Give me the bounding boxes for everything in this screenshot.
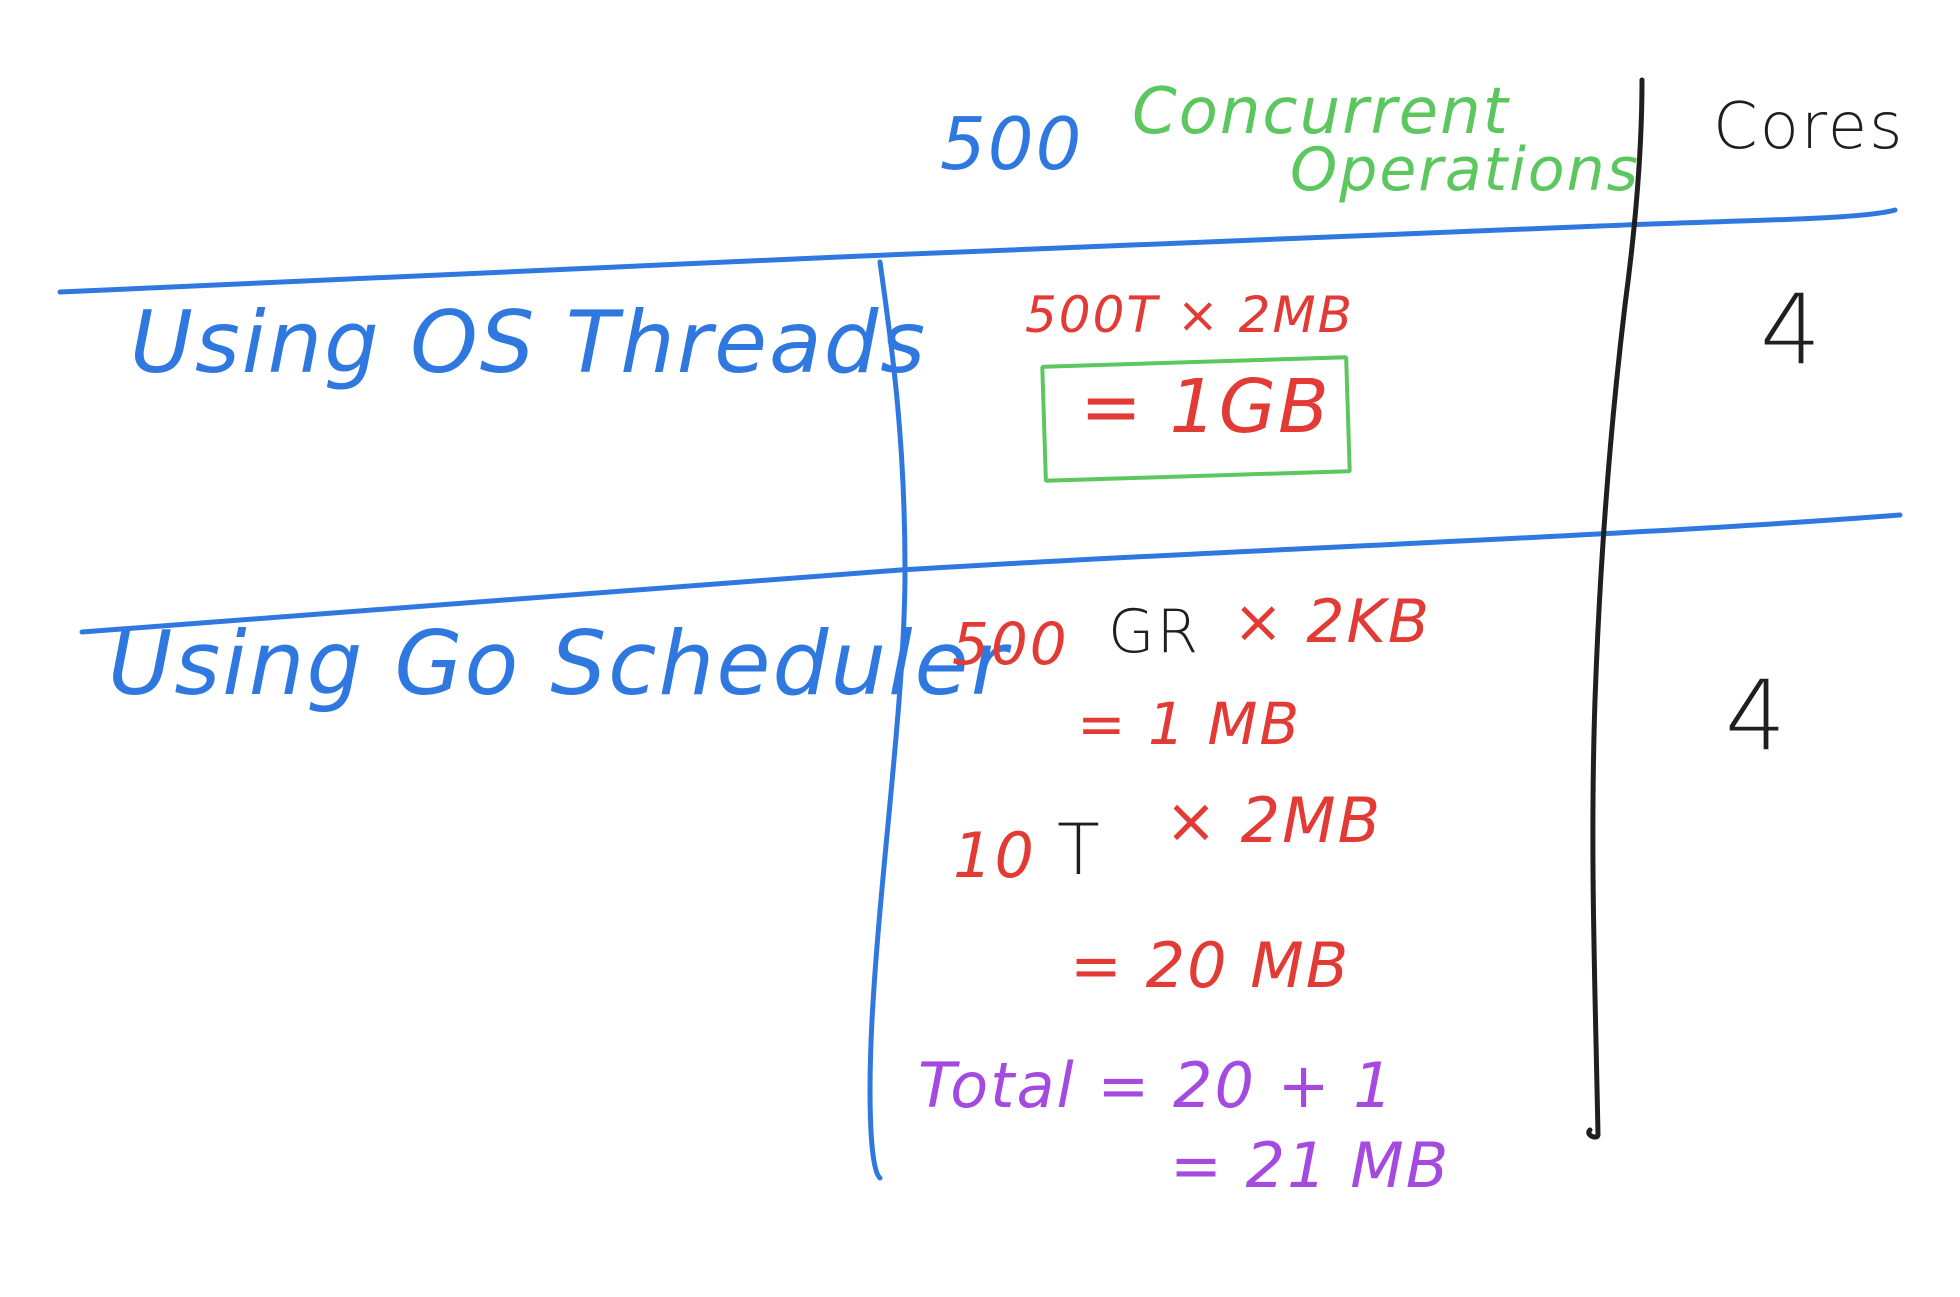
os-threads-cores-value: 4: [1760, 274, 1824, 386]
right-column-divider-line: [1586, 77, 1645, 1140]
os-threads-calculation: 500T × 2MB: [1025, 286, 1354, 344]
total-memory-result: = 21 MB: [1170, 1129, 1451, 1202]
operations-label: Operations: [1290, 135, 1640, 205]
cores-column-label: Cores: [1713, 90, 1905, 164]
goroutine-memory-result: = 1 MB: [1077, 690, 1302, 758]
goroutine-count: 500: [952, 610, 1069, 678]
row-divider-lower-line: [79, 567, 903, 635]
goroutine-size: × 2KB: [1233, 587, 1432, 657]
row-divider-upper-line: [897, 512, 1903, 573]
header-divider-line: [57, 207, 1898, 295]
os-threads-row-label: Using OS Threads: [130, 293, 928, 393]
thread-label: T: [1057, 809, 1102, 891]
thread-size: × 2MB: [1165, 784, 1383, 857]
left-column-divider-line: [867, 259, 908, 1181]
total-memory-calculation: Total = 20 + 1: [918, 1049, 1395, 1122]
operation-count-label: 500: [940, 102, 1084, 186]
goroutine-label: GR: [1108, 597, 1201, 667]
go-scheduler-cores-value: 4: [1725, 660, 1789, 772]
go-scheduler-row-label: Using Go Scheduler: [108, 612, 1009, 715]
thread-memory-result: = 20 MB: [1070, 929, 1351, 1002]
os-threads-result: = 1GB: [1080, 364, 1331, 450]
thread-count: 10: [953, 819, 1036, 892]
concurrent-label: Concurrent: [1132, 75, 1510, 149]
